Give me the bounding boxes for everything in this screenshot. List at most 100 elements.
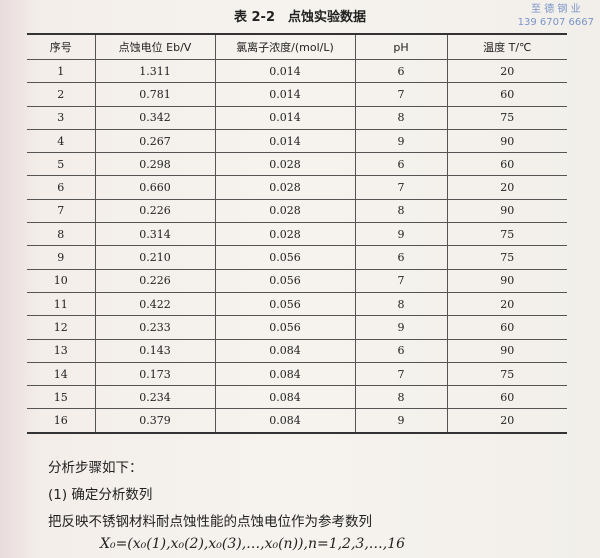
table-cell: 0.028: [214, 198, 356, 224]
table-cell: 0.226: [94, 198, 216, 224]
table-cell: 9: [354, 222, 448, 247]
table-cell: 60: [446, 385, 567, 410]
table-row: 15 0.234 0.084 8 60: [27, 385, 567, 410]
table-cell: 60: [446, 152, 567, 177]
table-cell: 75: [446, 245, 567, 270]
table-cell: 0.781: [94, 82, 216, 107]
table-cell: 0.084: [214, 361, 356, 387]
table-cell: 0.056: [214, 315, 356, 340]
table-cell: 1: [27, 58, 96, 84]
table-cell: 5: [27, 152, 96, 177]
table-row: 16 0.379 0.084 9 20: [27, 408, 567, 434]
table-cell: 0.056: [214, 268, 356, 293]
table-cell: 0.173: [94, 361, 216, 387]
table-row: 1 1.311 0.014 6 20: [27, 58, 567, 84]
table-title: 表 2-2 点蚀实验数据: [233, 10, 366, 25]
table-cell: 75: [446, 222, 567, 247]
table-cell: 12: [27, 315, 96, 340]
step-1-text: 把反映不锈钢材料耐点蚀性能的点蚀电位作为参考数列: [48, 514, 372, 530]
table-cell: 1.311: [94, 58, 216, 84]
table-cell: 0.028: [214, 175, 356, 200]
table-cell: 0.210: [94, 245, 216, 270]
table-row: 13 0.143 0.084 6 90: [27, 338, 567, 363]
table-cell: 8: [27, 222, 96, 247]
table-cell: 90: [446, 338, 567, 363]
table-cell: 9: [354, 128, 448, 154]
table-cell: 8: [354, 198, 448, 224]
table-row: 7 0.226 0.028 8 90: [27, 198, 567, 224]
column-header: 氯离子浓度/(mol/L): [214, 33, 356, 60]
header-row: 序号 点蚀电位 Eb/V 氯离子浓度/(mol/L) pH 温度 T/℃: [27, 33, 567, 60]
table-cell: 7: [354, 82, 448, 107]
table-cell: 60: [446, 82, 567, 107]
table-cell: 9: [27, 245, 96, 270]
table-row: 4 0.267 0.014 9 90: [27, 128, 567, 154]
table-cell: 75: [446, 105, 567, 130]
analysis-steps-heading: 分析步骤如下：: [48, 460, 143, 476]
data-table: 序号 点蚀电位 Eb/V 氯离子浓度/(mol/L) pH 温度 T/℃ 1 1.311 0…: [27, 33, 567, 434]
table-cell: 75: [446, 361, 567, 387]
table-cell: 4: [27, 128, 96, 154]
column-header: 温度 T/℃: [446, 33, 567, 60]
table-cell: 15: [27, 385, 96, 410]
table-cell: 20: [446, 408, 567, 434]
table-row: 5 0.298 0.028 6 60: [27, 152, 567, 177]
table-cell: 0.084: [214, 385, 356, 410]
table-cell: 6: [27, 175, 96, 200]
table-cell: 7: [354, 175, 448, 200]
table-cell: 20: [446, 291, 567, 317]
column-header: 点蚀电位 Eb/V: [94, 33, 216, 60]
table-cell: 0.056: [214, 291, 356, 317]
table-cell: 0.028: [214, 152, 356, 177]
table-row: 2 0.781 0.014 7 60: [27, 82, 567, 107]
table-cell: 90: [446, 128, 567, 154]
table-cell: 16: [27, 408, 96, 434]
table-cell: 0.660: [94, 175, 216, 200]
table-cell: 14: [27, 361, 96, 387]
table-cell: 9: [354, 315, 448, 340]
table-cell: 11: [27, 291, 96, 317]
formula: X₀=(x₀(1),x₀(2),x₀(3),…,x₀(n)),n=1,2,3,……: [100, 536, 406, 552]
table-cell: 2: [27, 82, 96, 107]
table-cell: 9: [354, 408, 448, 434]
step-1-heading: (1) 确定分析数列: [48, 487, 153, 503]
table-cell: 6: [354, 245, 448, 270]
table-cell: 7: [354, 268, 448, 293]
table-row: 12 0.233 0.056 9 60: [27, 315, 567, 340]
table-row: 11 0.422 0.056 8 20: [27, 291, 567, 317]
table-cell: 0.014: [214, 58, 356, 84]
table-row: 9 0.210 0.056 6 75: [27, 245, 567, 270]
table-row: 14 0.173 0.084 7 75: [27, 361, 567, 387]
table-cell: 6: [354, 58, 448, 84]
table-cell: 0.084: [214, 408, 356, 434]
table-cell: 0.143: [94, 338, 216, 363]
watermark-name: 至 德 钢 业: [531, 4, 581, 15]
table-cell: 8: [354, 385, 448, 410]
table-cell: 0.226: [94, 268, 216, 293]
column-header: 序号: [27, 33, 96, 60]
table-cell: 90: [446, 268, 567, 293]
watermark: 至 德 钢 业 139 6707 6667: [518, 3, 594, 29]
watermark-phone: 139 6707 6667: [517, 17, 594, 28]
table-cell: 10: [27, 268, 96, 293]
table-cell: 0.233: [94, 315, 216, 340]
table-cell: 7: [354, 361, 448, 387]
table-cell: 0.342: [94, 105, 216, 130]
table-cell: 13: [27, 338, 96, 363]
table-cell: 0.234: [94, 385, 216, 410]
table-cell: 90: [446, 198, 567, 224]
column-header: pH: [354, 33, 448, 60]
table-cell: 0.056: [214, 245, 356, 270]
table-cell: 20: [446, 175, 567, 200]
table-cell: 0.267: [94, 128, 216, 154]
table-cell: 3: [27, 105, 96, 130]
table-row: 6 0.660 0.028 7 20: [27, 175, 567, 200]
table-cell: 6: [354, 152, 448, 177]
table-cell: 0.028: [214, 222, 356, 247]
table-cell: 8: [354, 105, 448, 130]
table-cell: 60: [446, 315, 567, 340]
table-cell: 0.084: [214, 338, 356, 363]
table-cell: 0.379: [94, 408, 216, 434]
table-row: 10 0.226 0.056 7 90: [27, 268, 567, 293]
table-cell: 6: [354, 338, 448, 363]
